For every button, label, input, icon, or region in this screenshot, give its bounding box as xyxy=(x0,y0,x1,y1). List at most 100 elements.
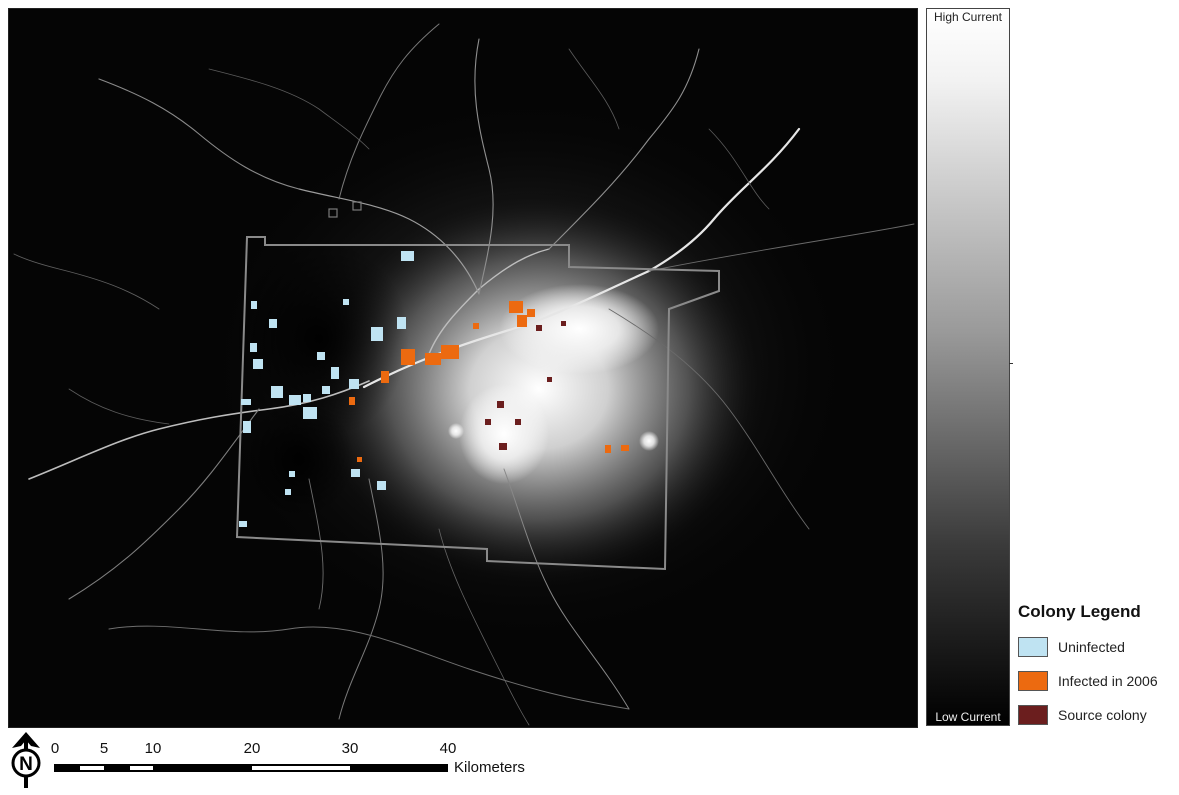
infected-colony xyxy=(349,397,355,405)
channel xyxy=(108,625,630,710)
channel xyxy=(98,78,300,190)
legend-item-source: Source colony xyxy=(1018,698,1176,732)
channel xyxy=(308,478,324,610)
channel xyxy=(428,248,550,355)
uninfected-colony xyxy=(349,379,359,389)
legend-item-infected: Infected in 2006 xyxy=(1018,664,1176,698)
uninfected-colony xyxy=(322,386,330,394)
scale-bar-track xyxy=(54,764,448,772)
legend-label: Uninfected xyxy=(1058,639,1125,655)
uninfected-colony xyxy=(243,421,251,433)
colony-legend: Colony Legend Uninfected Infected in 200… xyxy=(1018,602,1176,732)
current-density-map[interactable] xyxy=(8,8,918,728)
study-area-boundary xyxy=(235,236,720,571)
channel xyxy=(474,38,494,295)
uninfected-swatch xyxy=(1018,637,1048,657)
channel xyxy=(438,528,530,726)
source-colony xyxy=(497,401,504,408)
channel xyxy=(68,408,260,600)
channel xyxy=(68,388,170,425)
channel xyxy=(28,380,370,480)
scale-bar-segment xyxy=(130,766,153,770)
scale-tick-label: 30 xyxy=(341,740,359,757)
channel xyxy=(338,478,384,720)
uninfected-colonies xyxy=(239,251,414,527)
hot-spot-west xyxy=(448,423,464,439)
scale-bar-segment xyxy=(80,766,104,770)
infected-colony xyxy=(401,349,415,365)
uninfected-colony xyxy=(331,367,339,379)
channel xyxy=(648,223,915,272)
infected-colony xyxy=(441,345,459,359)
infected-colony xyxy=(425,353,441,365)
uninfected-colony xyxy=(377,481,386,490)
infected-colony xyxy=(517,315,527,327)
small-parcel xyxy=(352,201,362,211)
scale-bar: 0 5 10 20 30 40 Kilometers xyxy=(40,740,560,790)
uninfected-colony xyxy=(239,521,247,527)
infected-swatch xyxy=(1018,671,1048,691)
uninfected-colony xyxy=(271,386,283,398)
channel xyxy=(708,128,770,210)
hot-spot-ridge xyxy=(499,284,659,374)
channel xyxy=(13,253,160,310)
hot-spot-center xyxy=(459,384,549,484)
scale-tick-label: 20 xyxy=(243,740,261,757)
uninfected-colony xyxy=(269,319,277,328)
uninfected-colony xyxy=(241,399,251,405)
channel xyxy=(338,23,440,200)
scale-tick-label: 5 xyxy=(99,740,109,757)
source-colony xyxy=(561,321,566,326)
low-current-zone-2 xyxy=(244,399,354,519)
scale-bar-segment xyxy=(252,766,350,770)
current-color-ramp: High Current Low Current xyxy=(926,8,1013,726)
color-ramp-tick xyxy=(1009,363,1013,364)
north-arrow-icon: N xyxy=(6,730,46,790)
uninfected-colony xyxy=(343,299,349,305)
uninfected-colony xyxy=(285,489,291,495)
low-current-label: Low Current xyxy=(935,710,1001,724)
infected-colony xyxy=(473,323,479,329)
high-current-label: High Current xyxy=(933,10,1003,24)
legend-label: Infected in 2006 xyxy=(1058,673,1158,689)
uninfected-colony xyxy=(401,251,414,261)
source-colony xyxy=(485,419,491,425)
uninfected-colony xyxy=(371,327,383,341)
current-glow-main xyxy=(309,189,769,589)
uninfected-colony xyxy=(303,394,311,402)
uninfected-colony xyxy=(303,407,317,419)
channel xyxy=(362,127,801,389)
scale-tick-label: 0 xyxy=(50,740,60,757)
infected-colony xyxy=(509,301,523,313)
legend-item-uninfected: Uninfected xyxy=(1018,630,1176,664)
map-canvas xyxy=(9,9,917,727)
legend-title: Colony Legend xyxy=(1018,602,1141,621)
hot-spot-east xyxy=(639,431,659,451)
scale-tick-label: 40 xyxy=(439,740,457,757)
uninfected-colony xyxy=(289,471,295,477)
channel xyxy=(208,68,370,150)
uninfected-colony xyxy=(251,301,257,309)
scale-unit-label: Kilometers xyxy=(454,759,525,776)
small-parcel xyxy=(328,208,338,218)
source-colony xyxy=(499,443,507,450)
infected-colonies xyxy=(349,301,629,462)
uninfected-colony xyxy=(253,359,263,369)
current-channels xyxy=(13,23,915,726)
infected-colony xyxy=(357,457,362,462)
uninfected-colony xyxy=(397,317,406,329)
north-letter: N xyxy=(19,754,33,775)
uninfected-colony xyxy=(250,343,257,352)
channel xyxy=(298,188,480,295)
channel xyxy=(548,48,700,250)
legend-label: Source colony xyxy=(1058,707,1147,723)
scale-tick-label: 10 xyxy=(144,740,162,757)
uninfected-colony xyxy=(351,469,360,477)
infected-colony xyxy=(527,309,535,317)
infected-colony xyxy=(605,445,611,453)
channel xyxy=(568,48,620,130)
channel xyxy=(503,468,630,710)
uninfected-colony xyxy=(317,352,325,360)
source-swatch xyxy=(1018,705,1048,725)
source-colonies xyxy=(485,321,566,450)
